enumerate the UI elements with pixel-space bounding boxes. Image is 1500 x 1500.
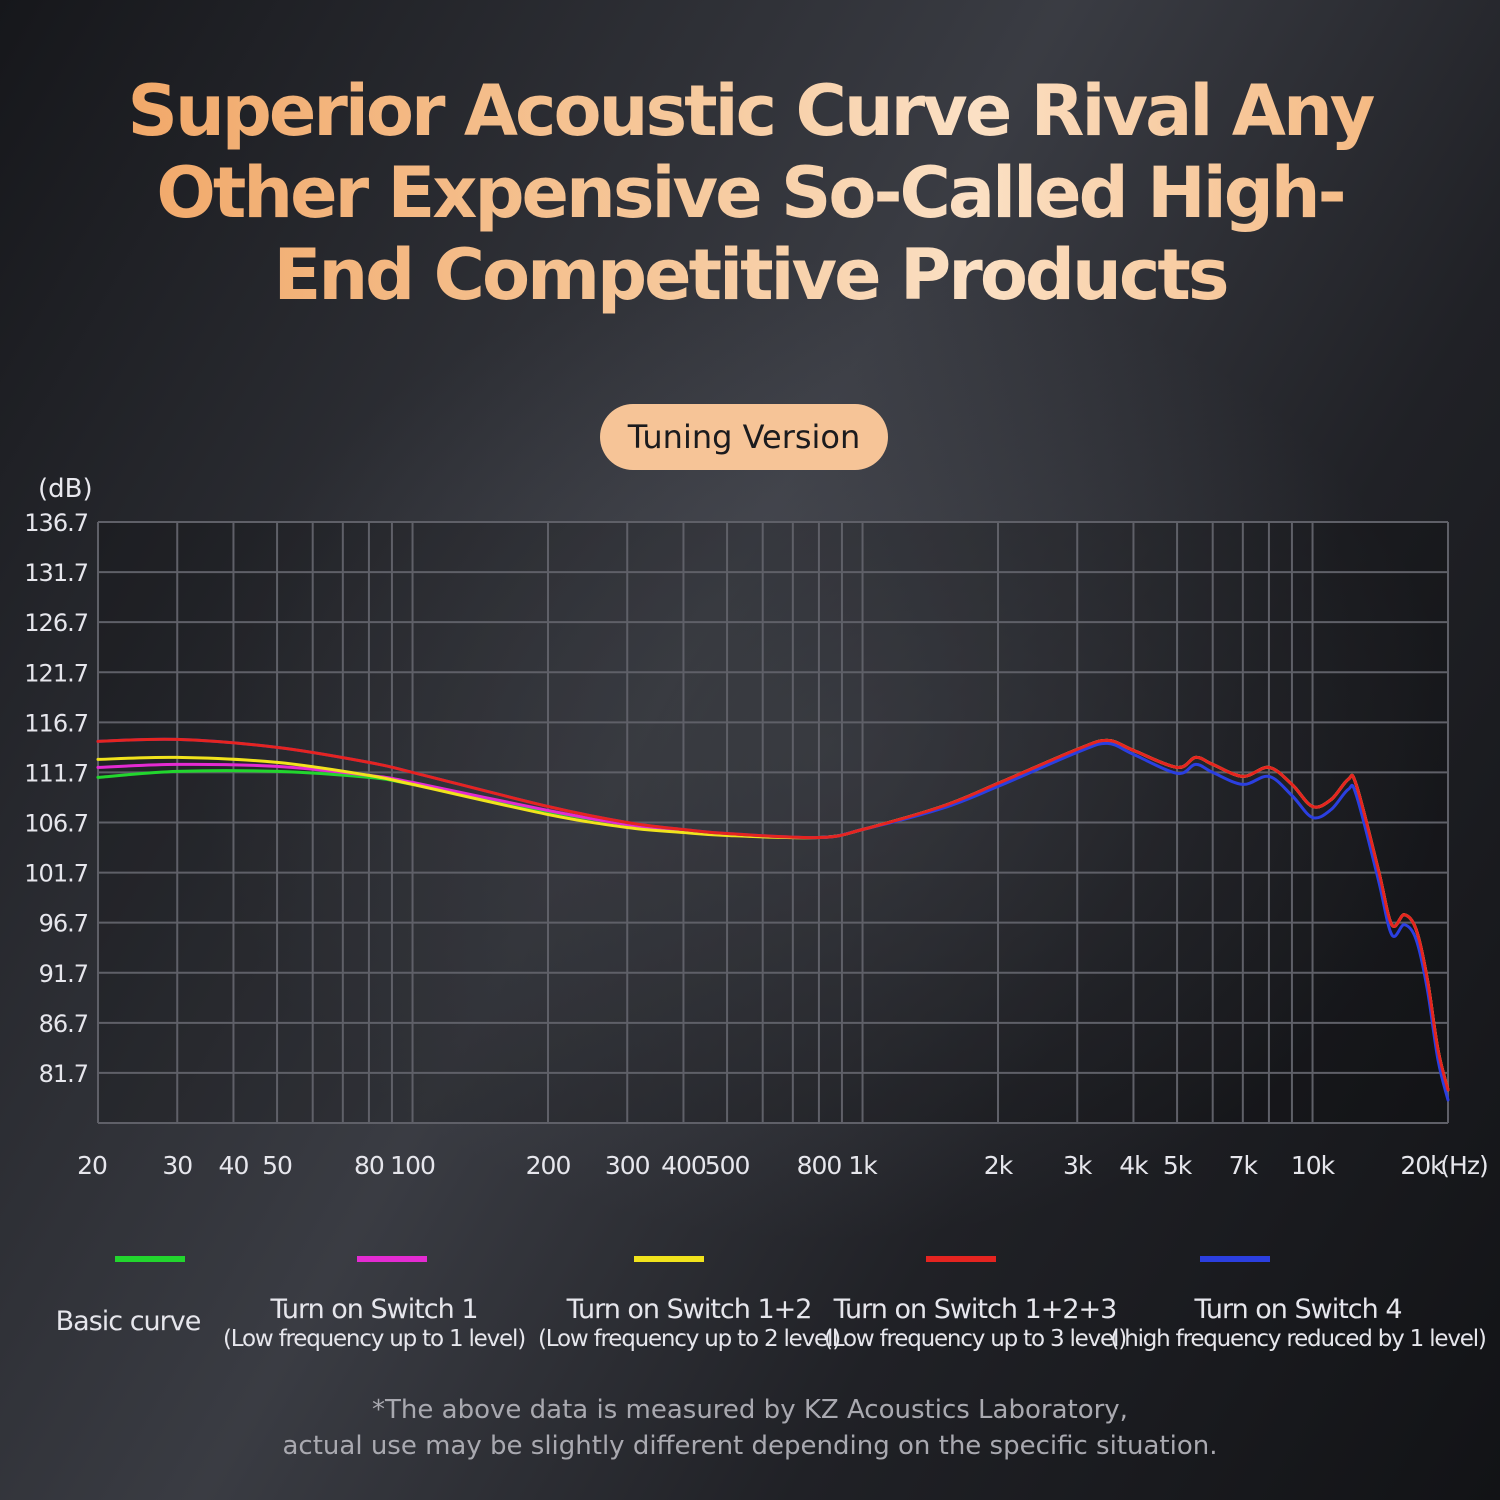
- legend-sublabel: (Low frequency up to 3 level): [824, 1326, 1127, 1352]
- y-tick-label: 121.7: [24, 659, 88, 687]
- y-tick-label: 81.7: [39, 1060, 88, 1088]
- y-tick-label: 136.7: [24, 509, 88, 537]
- chart-legend: Basic curve Turn on Switch 1 (Low frequenc…: [0, 1250, 1500, 1370]
- legend-item: Turn on Switch 1 (Low frequency up to 1 l…: [0, 1250, 1500, 1370]
- legend-item: Turn on Switch 1+2 (Low frequency up to 2…: [0, 1250, 1500, 1370]
- x-tick-label: 100: [390, 1151, 435, 1180]
- headline: Superior Acoustic Curve Rival Any Other …: [0, 70, 1500, 316]
- x-tick-label: 800: [797, 1151, 842, 1180]
- footnote: *The above data is measured by KZ Acoust…: [0, 1392, 1500, 1464]
- legend-swatch: [1200, 1256, 1270, 1262]
- y-tick-label: 106.7: [24, 810, 88, 838]
- x-tick-label: 20k: [1400, 1151, 1445, 1180]
- legend-sublabel: (Low frequency up to 2 level): [538, 1326, 841, 1352]
- legend-label: Turn on Switch 1+2: [566, 1294, 813, 1325]
- x-tick-label: 50: [262, 1151, 292, 1180]
- footnote-line-1: *The above data is measured by KZ Acoust…: [372, 1395, 1128, 1425]
- y-tick-label: 116.7: [24, 709, 88, 737]
- legend-swatch: [634, 1256, 704, 1262]
- x-tick-label: 4k: [1119, 1151, 1149, 1180]
- x-tick-label: 80: [354, 1151, 384, 1180]
- x-axis-unit-label: (Hz): [1440, 1151, 1487, 1180]
- y-tick-label: 91.7: [39, 960, 88, 988]
- x-tick-label: 1k: [848, 1151, 878, 1180]
- legend-sublabel: (Low frequency up to 1 level): [223, 1326, 526, 1352]
- y-axis-unit-label: (dB): [38, 474, 93, 504]
- y-tick-label: 96.7: [39, 910, 88, 938]
- tuning-version-badge: Tuning Version: [600, 404, 888, 470]
- legend-label: Turn on Switch 1: [270, 1294, 478, 1325]
- legend-item: Basic curve: [0, 1250, 1500, 1370]
- x-tick-label: 5k: [1163, 1151, 1193, 1180]
- y-tick-label: 131.7: [24, 559, 88, 587]
- x-tick-label: 3k: [1063, 1151, 1093, 1180]
- footnote-line-2: actual use may be slightly different dep…: [282, 1431, 1218, 1461]
- x-tick-label: 30: [162, 1151, 192, 1180]
- legend-swatch: [357, 1256, 427, 1262]
- x-tick-label: 300: [605, 1151, 650, 1180]
- x-tick-label: 400: [661, 1151, 706, 1180]
- series-line-4: [96, 737, 1450, 1092]
- x-tick-label: 500: [705, 1151, 750, 1180]
- x-tick-label: 7k: [1229, 1151, 1259, 1180]
- legend-sublabel: ( high frequency reduced by 1 level): [1110, 1326, 1487, 1352]
- x-tick-label: 10k: [1291, 1151, 1336, 1180]
- legend-label: Turn on Switch 4: [1194, 1294, 1402, 1325]
- legend-item: Turn on Switch 4( high frequency reduced…: [0, 1250, 1500, 1370]
- frequency-response-chart: 136.7 131.7 126.7 121.7 116.7 111.7 106.7 101.7…: [24, 509, 1488, 1180]
- y-tick-label: 126.7: [24, 609, 88, 637]
- y-tick-label: 111.7: [24, 759, 88, 787]
- x-tick-label: 20: [77, 1151, 107, 1180]
- x-tick-label: 40: [219, 1151, 249, 1180]
- headline-line-3: End Competitive Products: [0, 234, 1500, 316]
- legend-label: Basic curve: [55, 1306, 202, 1337]
- y-tick-label: 86.7: [39, 1010, 88, 1038]
- x-tick-label: 2k: [984, 1151, 1014, 1180]
- legend-label: Turn on Switch 1+2+3: [833, 1294, 1118, 1325]
- legend-swatch: [926, 1256, 996, 1262]
- headline-line-1: Superior Acoustic Curve Rival Any: [0, 70, 1500, 152]
- y-tick-label: 101.7: [24, 860, 88, 888]
- x-tick-label: 200: [526, 1151, 571, 1180]
- legend-swatch: [115, 1256, 185, 1262]
- legend-item: Turn on Switch 1+2+3 (Low frequency up to…: [0, 1250, 1500, 1370]
- headline-line-2: Other Expensive So-Called High-: [0, 152, 1500, 234]
